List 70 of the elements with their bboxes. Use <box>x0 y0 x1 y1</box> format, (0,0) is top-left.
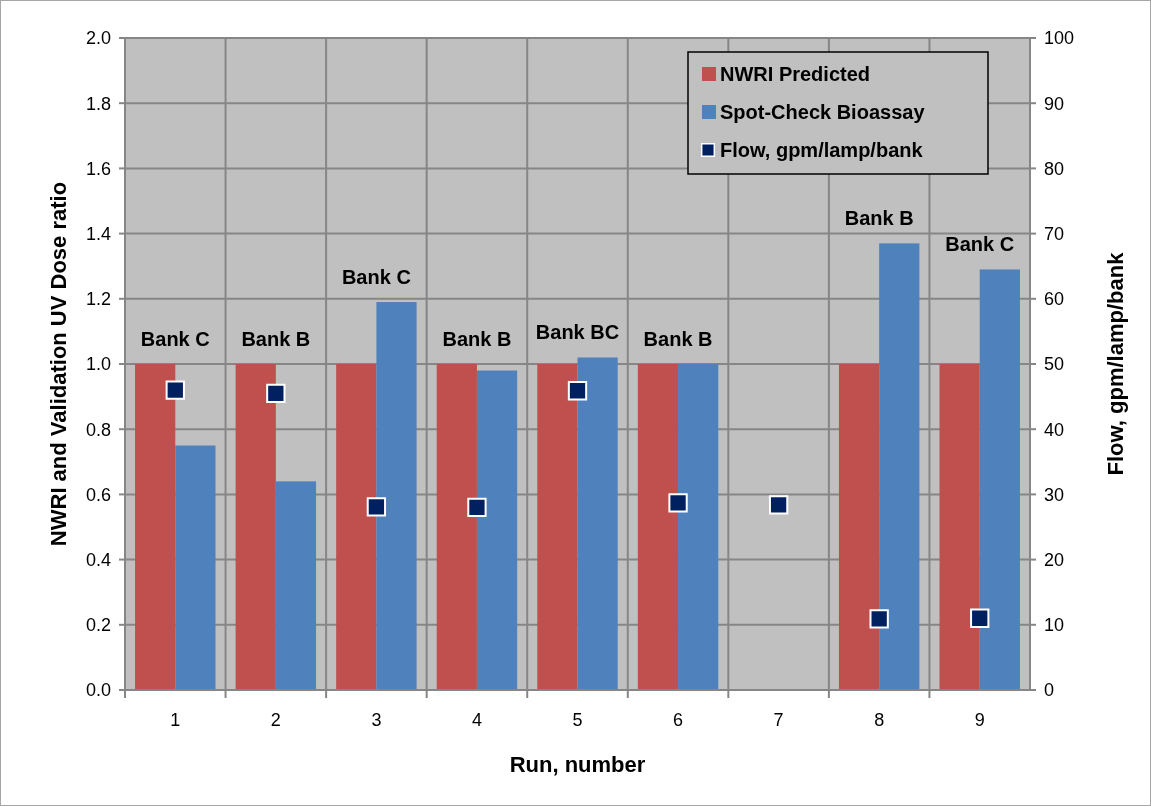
x-tick-label: 1 <box>170 710 181 730</box>
x-tick-label: 7 <box>773 710 784 730</box>
point <box>668 493 688 513</box>
bar <box>336 364 377 690</box>
x-axis-title: Run, number <box>509 752 646 777</box>
point <box>768 495 789 515</box>
bar <box>135 364 176 690</box>
point <box>467 497 487 518</box>
bar <box>678 364 719 690</box>
point <box>266 383 286 403</box>
y-tick-label: 1.8 <box>85 93 111 114</box>
y2-tick-label: 90 <box>1044 93 1065 114</box>
bar <box>476 370 518 690</box>
bar <box>838 364 880 690</box>
x-tick-label: 9 <box>974 710 985 730</box>
annotation: Bank C <box>140 328 210 350</box>
y2-tick-label: 60 <box>1044 289 1065 310</box>
y2-tick-label: 100 <box>1044 28 1075 49</box>
annotation: Bank B <box>844 207 914 230</box>
bar <box>376 302 417 690</box>
y-tick-label: 1.6 <box>85 158 111 179</box>
annotation: Bank B <box>442 328 512 350</box>
y-tick-label: 2.0 <box>85 28 111 49</box>
annotation: Bank C <box>341 266 411 289</box>
point <box>366 497 387 517</box>
bar <box>436 364 477 690</box>
y-tick-label: 0.6 <box>85 484 111 505</box>
y2-tick-label: 80 <box>1044 158 1065 179</box>
point <box>165 380 185 400</box>
point <box>869 609 889 629</box>
legend-label: Spot-Check Bioassay <box>720 101 926 123</box>
y2-tick-label: 70 <box>1044 223 1065 244</box>
x-tick-label: 4 <box>471 710 482 730</box>
legend-label: Flow, gpm/lamp/bank <box>720 139 924 161</box>
annotation: Bank B <box>643 328 713 350</box>
x-tick-label: 8 <box>874 710 885 730</box>
x-tick-label: 3 <box>371 710 382 730</box>
bar <box>275 481 317 690</box>
bar <box>537 364 578 690</box>
y-tick-label: 0.8 <box>85 419 111 440</box>
y-axis-title: NWRI and Validation UV Dose ratio <box>46 181 71 547</box>
y2-tick-label: 30 <box>1044 484 1065 505</box>
point <box>567 381 588 401</box>
x-tick-label: 2 <box>270 710 281 730</box>
y2-tick-label: 40 <box>1044 419 1065 440</box>
annotation: Bank BC <box>535 321 620 344</box>
y-tick-label: 1.0 <box>85 354 111 375</box>
x-tick-label: 5 <box>572 710 583 730</box>
bar <box>175 445 216 690</box>
x-tick-label: 6 <box>673 710 684 730</box>
legend-label: NWRI Predicted <box>720 63 871 85</box>
y2-axis-title: Flow, gpm/lamp/bank <box>1103 251 1128 476</box>
y-tick-label: 1.4 <box>85 223 111 244</box>
bar <box>637 364 679 690</box>
bar <box>235 364 276 690</box>
point <box>970 608 990 628</box>
y2-tick-label: 0 <box>1044 680 1055 701</box>
y2-tick-label: 50 <box>1044 354 1065 375</box>
y2-tick-label: 10 <box>1044 615 1065 636</box>
bar <box>939 364 980 690</box>
bar <box>879 243 920 690</box>
y-tick-label: 1.2 <box>85 289 111 310</box>
y-tick-label: 0.4 <box>85 549 111 570</box>
y2-tick-label: 20 <box>1044 549 1065 570</box>
y-tick-label: 0.0 <box>85 680 111 701</box>
annotation: Bank B <box>241 328 311 350</box>
y-tick-label: 0.2 <box>85 615 111 636</box>
bar <box>577 357 618 690</box>
bar <box>979 269 1020 690</box>
annotation: Bank C <box>945 233 1015 256</box>
